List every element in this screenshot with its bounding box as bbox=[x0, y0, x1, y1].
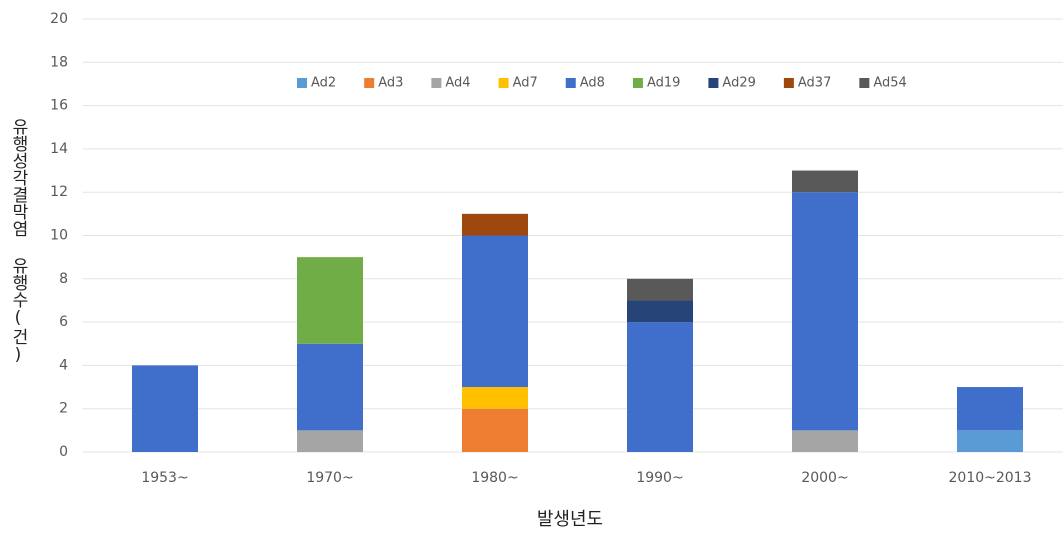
x-tick-label: 1990~ bbox=[636, 470, 683, 486]
bar-segment bbox=[297, 430, 363, 452]
legend-swatch bbox=[431, 78, 442, 88]
bar-segment bbox=[957, 430, 1023, 452]
legend-label: Ad19 bbox=[647, 76, 680, 91]
bar-segment bbox=[297, 257, 363, 344]
x-tick-label: 1980~ bbox=[471, 470, 518, 486]
y-tick-label: 16 bbox=[50, 98, 68, 114]
x-tick-label: 1970~ bbox=[306, 470, 353, 486]
x-tick-label: 2000~ bbox=[801, 470, 848, 486]
legend-label: Ad54 bbox=[873, 76, 906, 91]
legend-swatch bbox=[565, 78, 576, 88]
legend-label: Ad3 bbox=[378, 76, 403, 91]
legend-swatch bbox=[708, 78, 719, 88]
legend-label: Ad37 bbox=[798, 76, 831, 91]
x-axis-title: 발생년도 bbox=[537, 509, 603, 530]
bar-segment bbox=[462, 235, 528, 388]
legend-label: Ad7 bbox=[513, 76, 538, 91]
legend-label: Ad8 bbox=[580, 76, 605, 91]
y-tick-label: 0 bbox=[59, 444, 68, 460]
bar-segment bbox=[792, 430, 858, 452]
y-tick-label: 14 bbox=[50, 141, 68, 157]
bar-segment bbox=[297, 343, 363, 431]
bar-segment bbox=[462, 408, 528, 452]
x-tick-label: 1953~ bbox=[141, 470, 188, 486]
bar-segment bbox=[792, 192, 858, 431]
legend-swatch bbox=[859, 78, 870, 88]
x-tick-label: 2010~2013 bbox=[949, 470, 1032, 486]
bar-segment bbox=[132, 365, 198, 452]
legend-swatch bbox=[297, 78, 307, 88]
legend-swatch bbox=[498, 78, 509, 88]
y-tick-label: 20 bbox=[50, 11, 68, 27]
y-tick-label: 18 bbox=[50, 54, 68, 70]
legend-swatch bbox=[364, 78, 375, 88]
bar-segment bbox=[462, 213, 528, 236]
bar-segment bbox=[627, 278, 693, 301]
legend-label: Ad29 bbox=[722, 76, 755, 91]
y-tick-label: 6 bbox=[59, 314, 68, 330]
bar-segment bbox=[792, 170, 858, 193]
y-axis-title: 유행성각결막염 유행수(건) bbox=[8, 118, 28, 365]
legend-swatch bbox=[632, 78, 643, 88]
bar-segment bbox=[627, 322, 693, 452]
legend-label: Ad2 bbox=[311, 76, 336, 91]
y-tick-label: 12 bbox=[50, 184, 68, 200]
y-tick-label: 10 bbox=[50, 228, 68, 244]
y-tick-label: 8 bbox=[59, 271, 68, 287]
bar-segment bbox=[957, 387, 1023, 431]
y-tick-label: 2 bbox=[59, 401, 68, 417]
legend-swatch bbox=[783, 78, 794, 88]
legend-label: Ad4 bbox=[445, 76, 470, 91]
bar-segment bbox=[462, 387, 528, 409]
y-tick-label: 4 bbox=[59, 357, 68, 373]
bar-segment bbox=[627, 300, 693, 323]
